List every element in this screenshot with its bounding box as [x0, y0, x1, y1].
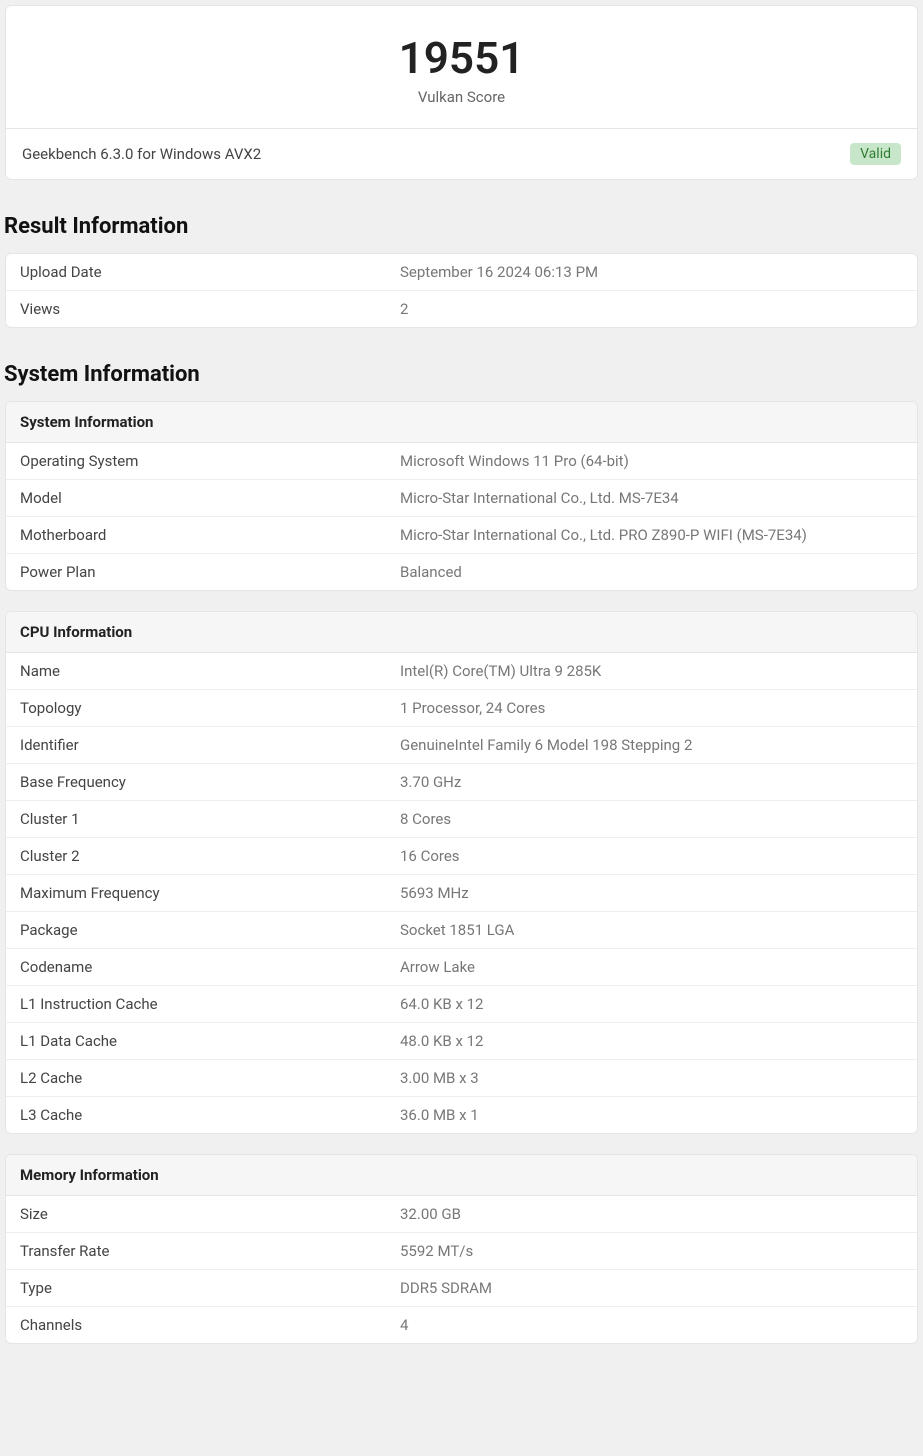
row-key: L2 Cache — [20, 1069, 400, 1087]
row-value: Socket 1851 LGA — [400, 921, 903, 939]
row-value: 32.00 GB — [400, 1205, 903, 1223]
row-key: Size — [20, 1205, 400, 1223]
row-value: 8 Cores — [400, 810, 903, 828]
row-value: Arrow Lake — [400, 958, 903, 976]
table-row: ModelMicro-Star International Co., Ltd. … — [6, 480, 917, 517]
table-row: Cluster 18 Cores — [6, 801, 917, 838]
table-row: L2 Cache3.00 MB x 3 — [6, 1060, 917, 1097]
section-title-result: Result Information — [4, 214, 923, 239]
row-key: Model — [20, 489, 400, 507]
row-value: DDR5 SDRAM — [400, 1279, 903, 1297]
row-value: 48.0 KB x 12 — [400, 1032, 903, 1050]
row-value: Micro-Star International Co., Ltd. PRO Z… — [400, 526, 903, 544]
row-key: Transfer Rate — [20, 1242, 400, 1260]
score-value: 19551 — [22, 34, 901, 82]
row-key: Channels — [20, 1316, 400, 1334]
result-info-table: Upload DateSeptember 16 2024 06:13 PMVie… — [5, 253, 918, 328]
row-key: Topology — [20, 699, 400, 717]
row-value: Microsoft Windows 11 Pro (64-bit) — [400, 452, 903, 470]
row-key: L3 Cache — [20, 1106, 400, 1124]
row-value: Micro-Star International Co., Ltd. MS-7E… — [400, 489, 903, 507]
table-row: Cluster 216 Cores — [6, 838, 917, 875]
table-row: Channels4 — [6, 1307, 917, 1343]
row-value: Balanced — [400, 563, 903, 581]
row-value: 3.70 GHz — [400, 773, 903, 791]
score-top: 19551 Vulkan Score — [6, 6, 917, 129]
version-text: Geekbench 6.3.0 for Windows AVX2 — [22, 145, 261, 163]
row-value: 2 — [400, 300, 903, 318]
row-key: Cluster 1 — [20, 810, 400, 828]
table-row: Maximum Frequency5693 MHz — [6, 875, 917, 912]
row-key: Maximum Frequency — [20, 884, 400, 902]
row-value: 5693 MHz — [400, 884, 903, 902]
row-value: 4 — [400, 1316, 903, 1334]
table-header: System Information — [6, 402, 917, 443]
row-key: Base Frequency — [20, 773, 400, 791]
row-value: GenuineIntel Family 6 Model 198 Stepping… — [400, 736, 903, 754]
row-value: 36.0 MB x 1 — [400, 1106, 903, 1124]
table-row: Views2 — [6, 291, 917, 327]
row-value: 5592 MT/s — [400, 1242, 903, 1260]
row-key: L1 Data Cache — [20, 1032, 400, 1050]
memory-info-table: Memory InformationSize32.00 GBTransfer R… — [5, 1154, 918, 1344]
cpu-info-table: CPU InformationNameIntel(R) Core(TM) Ult… — [5, 611, 918, 1134]
table-header: Memory Information — [6, 1155, 917, 1196]
row-key: Codename — [20, 958, 400, 976]
valid-badge: Valid — [850, 143, 901, 165]
score-label: Vulkan Score — [22, 88, 901, 106]
table-row: Power PlanBalanced — [6, 554, 917, 590]
row-value: 16 Cores — [400, 847, 903, 865]
section-title-system: System Information — [4, 362, 923, 387]
row-key: Operating System — [20, 452, 400, 470]
row-key: Cluster 2 — [20, 847, 400, 865]
row-key: L1 Instruction Cache — [20, 995, 400, 1013]
table-row: Transfer Rate5592 MT/s — [6, 1233, 917, 1270]
table-row: NameIntel(R) Core(TM) Ultra 9 285K — [6, 653, 917, 690]
system-info-table: System InformationOperating SystemMicros… — [5, 401, 918, 591]
table-row: L1 Data Cache48.0 KB x 12 — [6, 1023, 917, 1060]
table-row: Base Frequency3.70 GHz — [6, 764, 917, 801]
table-row: L3 Cache36.0 MB x 1 — [6, 1097, 917, 1133]
row-value: Intel(R) Core(TM) Ultra 9 285K — [400, 662, 903, 680]
table-row: L1 Instruction Cache64.0 KB x 12 — [6, 986, 917, 1023]
table-row: IdentifierGenuineIntel Family 6 Model 19… — [6, 727, 917, 764]
table-row: Operating SystemMicrosoft Windows 11 Pro… — [6, 443, 917, 480]
table-row: Upload DateSeptember 16 2024 06:13 PM — [6, 254, 917, 291]
score-bottom: Geekbench 6.3.0 for Windows AVX2 Valid — [6, 129, 917, 179]
row-value: 3.00 MB x 3 — [400, 1069, 903, 1087]
row-key: Package — [20, 921, 400, 939]
row-value: 1 Processor, 24 Cores — [400, 699, 903, 717]
table-row: CodenameArrow Lake — [6, 949, 917, 986]
table-row: Size32.00 GB — [6, 1196, 917, 1233]
row-value: September 16 2024 06:13 PM — [400, 263, 903, 281]
table-row: Topology1 Processor, 24 Cores — [6, 690, 917, 727]
row-key: Power Plan — [20, 563, 400, 581]
score-card: 19551 Vulkan Score Geekbench 6.3.0 for W… — [5, 5, 918, 180]
row-key: Type — [20, 1279, 400, 1297]
table-row: TypeDDR5 SDRAM — [6, 1270, 917, 1307]
row-key: Upload Date — [20, 263, 400, 281]
row-key: Identifier — [20, 736, 400, 754]
row-key: Name — [20, 662, 400, 680]
table-row: PackageSocket 1851 LGA — [6, 912, 917, 949]
table-row: MotherboardMicro-Star International Co.,… — [6, 517, 917, 554]
row-key: Motherboard — [20, 526, 400, 544]
table-header: CPU Information — [6, 612, 917, 653]
row-value: 64.0 KB x 12 — [400, 995, 903, 1013]
row-key: Views — [20, 300, 400, 318]
